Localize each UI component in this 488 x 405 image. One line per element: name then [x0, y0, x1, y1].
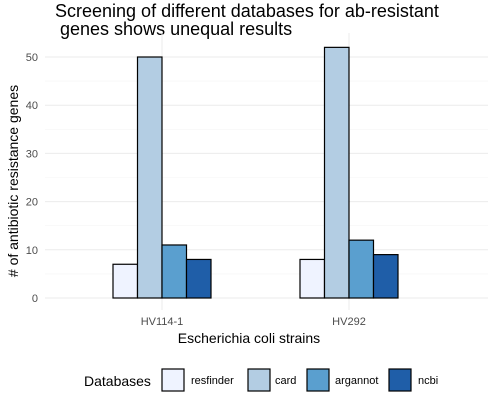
y-tick-label: 10 — [26, 245, 38, 257]
x-axis-ticks: HV114-1 HV292 — [141, 316, 366, 328]
legend-title: Databases — [84, 373, 151, 389]
legend-key-argannot — [306, 368, 330, 392]
legend-label-resfinder: resfinder — [191, 375, 234, 387]
y-tick-label: 20 — [26, 197, 38, 209]
legend-key-ncbi — [388, 368, 412, 392]
x-tick-label: HV114-1 — [141, 316, 184, 328]
bar-card-HV292 — [323, 46, 350, 299]
legend-key-card — [247, 368, 271, 392]
bar-resfinder-HV292 — [299, 258, 326, 299]
legend-label-ncbi: ncbi — [418, 375, 438, 387]
y-tick-label: 0 — [32, 293, 38, 305]
bar-argannot-HV292 — [348, 239, 375, 299]
y-axis-title: # of antibiotic resistance genes — [5, 85, 21, 277]
y-tick-label: 30 — [26, 148, 38, 160]
legend: Databases resfinder card argannot ncbi — [84, 368, 438, 392]
y-tick-label: 50 — [26, 52, 38, 64]
x-axis-title: Escherichia coli strains — [178, 330, 320, 346]
chart-title-line-1: Screening of different databases for ab-… — [55, 1, 439, 21]
grid — [45, 33, 488, 310]
bars — [112, 46, 399, 299]
chart-title-line-2: genes shows unequal results — [55, 19, 292, 39]
x-tick-label: HV292 — [332, 316, 366, 328]
y-tick-label: 40 — [26, 100, 38, 112]
bar-ncbi-HV292 — [372, 254, 399, 299]
y-axis-ticks: 0 10 20 30 40 50 — [26, 52, 38, 305]
bar-ncbi-HV114-1 — [185, 258, 212, 299]
legend-label-argannot: argannot — [335, 375, 378, 387]
bar-argannot-HV114-1 — [161, 244, 188, 299]
legend-label-card: card — [275, 375, 296, 387]
bar-resfinder-HV114-1 — [112, 263, 139, 299]
bar-card-HV114-1 — [136, 56, 163, 299]
legend-key-resfinder — [161, 368, 185, 392]
